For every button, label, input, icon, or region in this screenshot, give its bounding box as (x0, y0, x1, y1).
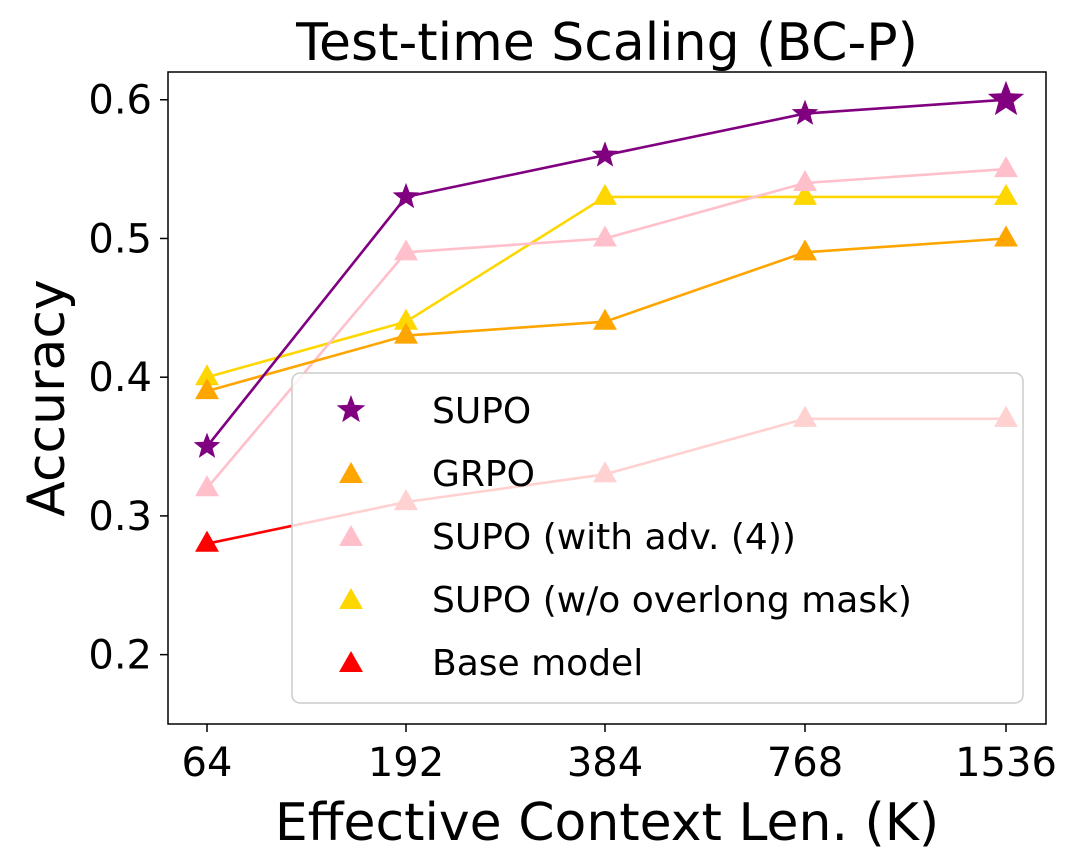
data-point (392, 182, 420, 209)
x-axis-label: Effective Context Len. (K) (275, 793, 939, 853)
data-point (195, 530, 219, 552)
data-point (394, 308, 418, 330)
series-supo-w-o-overlong-mask (195, 183, 1018, 386)
chart-title: Test-time Scaling (BC-P) (295, 13, 918, 73)
legend-label: GRPO (432, 454, 535, 495)
legend-label: SUPO (with adv. (4)) (432, 517, 796, 558)
series-supo (193, 80, 1025, 458)
legend-marker (339, 588, 363, 610)
data-point (591, 141, 619, 167)
axis-ticks: 64 192 384 768 1536 0.2 0.3 0.4 0.5 0.6 (88, 78, 1057, 786)
data-point (195, 475, 219, 497)
data-point (593, 225, 617, 247)
y-tick-label: 0.3 (88, 494, 152, 540)
x-tick-label: 64 (182, 740, 233, 786)
data-point (193, 432, 221, 458)
x-tick-label: 768 (767, 740, 843, 786)
y-axis-label: Accuracy (17, 279, 77, 516)
data-point (994, 156, 1018, 178)
x-tick-label: 1536 (955, 740, 1057, 786)
data-point (793, 239, 817, 261)
series-line (206, 195, 1006, 379)
legend-label: Base model (432, 643, 643, 684)
data-point (195, 364, 219, 386)
legend-marker (339, 462, 363, 484)
legend-label: SUPO (432, 391, 531, 432)
legend: SUPO GRPO SUPO (with adv. (4)) SUPO (w/o ov… (291, 372, 1024, 704)
legend-marker (336, 395, 366, 423)
legend-marker (339, 525, 363, 547)
data-point (593, 183, 617, 205)
y-tick-label: 0.6 (88, 78, 152, 124)
y-tick-label: 0.2 (88, 633, 152, 679)
x-tick-label: 384 (567, 740, 643, 786)
data-point (195, 378, 219, 400)
data-point (791, 99, 819, 125)
y-tick-label: 0.4 (88, 355, 152, 401)
legend-box (291, 372, 1024, 704)
plot-frame (167, 71, 1047, 725)
data-point (793, 169, 817, 192)
y-tick-label: 0.5 (88, 216, 152, 262)
data-point (394, 239, 418, 261)
legend-marker (339, 651, 363, 673)
data-point (987, 80, 1025, 116)
data-point (994, 183, 1018, 205)
data-point (394, 322, 418, 344)
data-point (793, 183, 817, 205)
series-grpo (195, 225, 1018, 400)
x-tick-label: 192 (368, 740, 444, 786)
data-point (994, 225, 1018, 247)
series-supo-with-adv-4 (195, 156, 1018, 497)
data-point (593, 308, 617, 330)
legend-label: SUPO (w/o overlong mask) (432, 580, 912, 621)
